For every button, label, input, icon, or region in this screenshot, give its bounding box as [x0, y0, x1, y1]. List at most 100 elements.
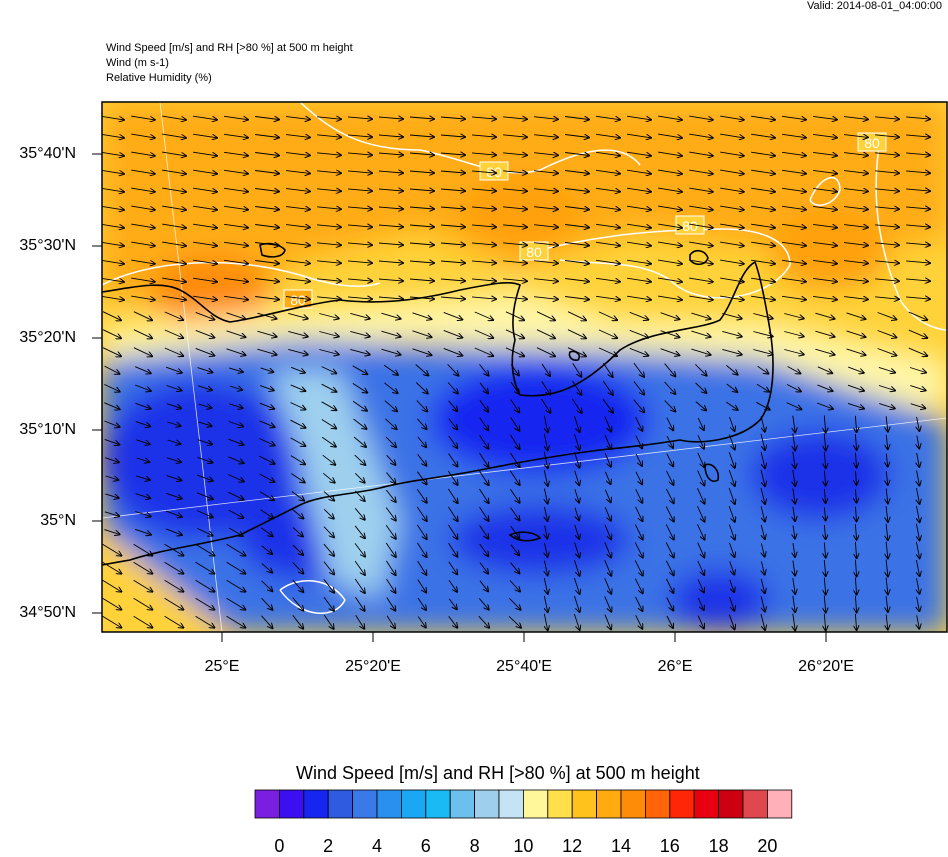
wind-arrow [728, 469, 735, 486]
valid-time: Valid: 2014-08-01_04:00:00 [807, 0, 942, 12]
wind-arrow [286, 135, 310, 138]
wind-arrow [604, 542, 611, 557]
wind-arrow [226, 615, 246, 627]
wind-arrow [162, 295, 186, 300]
wind-arrow [352, 365, 368, 374]
wind-arrow [847, 384, 864, 391]
lat-tick: 35°30'N [19, 237, 76, 254]
wind-arrow [573, 595, 579, 612]
wind-arrow [824, 524, 825, 539]
wind-arrow [813, 133, 837, 137]
wind-arrow [102, 561, 122, 573]
wind-arrow [510, 488, 519, 503]
lon-tick: 26°20'E [798, 658, 854, 675]
wind-arrow [195, 347, 215, 355]
wind-arrow [784, 331, 803, 337]
wind-arrow [906, 243, 930, 245]
wind-arrow [545, 506, 548, 521]
wind-arrow [813, 205, 837, 209]
wind-arrow [917, 416, 920, 431]
wind-arrow [224, 241, 248, 245]
wind-arrow [782, 205, 806, 209]
wind-arrow [782, 241, 806, 245]
wind-arrow [474, 311, 493, 320]
wind-arrow [255, 225, 279, 228]
wind-arrow [782, 187, 806, 191]
wind-arrow [228, 509, 244, 518]
wind-arrow [509, 597, 520, 609]
wind-arrow [598, 329, 617, 338]
wind-arrow [886, 614, 888, 630]
wind-arrow [102, 597, 122, 609]
wind-arrow [598, 311, 617, 320]
wind-arrow [102, 311, 121, 321]
colorbar-swatch [767, 789, 793, 819]
wind-arrow [102, 329, 121, 339]
colorbar-swatch [303, 789, 329, 819]
wind-arrow [261, 563, 272, 572]
wind-arrow [255, 153, 279, 156]
wind-arrow [697, 597, 703, 610]
wind-arrow [193, 223, 217, 228]
wind-arrow [534, 189, 558, 192]
wind-arrow [255, 171, 279, 174]
wind-arrow [635, 453, 642, 466]
wind-arrow [761, 524, 765, 539]
wind-arrow [572, 380, 582, 395]
wind-arrow [689, 151, 713, 156]
colorbar-swatch [547, 789, 573, 819]
wind-arrow [855, 595, 856, 613]
wind-arrow [224, 169, 248, 173]
wind-arrow [855, 415, 856, 432]
wind-arrow [875, 171, 899, 173]
wind-arrow [409, 279, 434, 281]
wind-arrow [195, 543, 215, 555]
wind-arrow [844, 117, 868, 120]
wind-arrow [565, 297, 589, 300]
wind-arrow [844, 171, 868, 174]
wind-arrow [136, 475, 150, 480]
wind-arrow [383, 364, 398, 375]
wind-arrow [844, 189, 868, 192]
wind-arrow [378, 189, 403, 191]
wind-arrow [574, 560, 580, 576]
wind-arrow [782, 115, 806, 119]
wind-arrow [534, 171, 558, 174]
wind-arrow [886, 488, 888, 504]
wind-arrow [720, 187, 744, 192]
wind-arrow [689, 133, 713, 138]
wind-arrow [255, 279, 279, 282]
wind-arrow [729, 579, 734, 592]
wind-arrow [604, 507, 611, 521]
wind-arrow [596, 169, 620, 173]
wind-arrow [193, 259, 217, 264]
wind-arrow [534, 117, 558, 120]
wind-arrow [378, 153, 403, 155]
colorbar-title: Wind Speed [m/s] and RH [>80 %] at 500 m… [296, 763, 700, 783]
wind-arrow [855, 541, 856, 558]
wind-arrow [503, 297, 527, 299]
wind-arrow [846, 312, 866, 319]
wind-arrow [604, 578, 612, 594]
wind-arrow [565, 261, 589, 264]
wind-arrow [906, 117, 930, 119]
wind-arrow [288, 348, 307, 354]
wind-arrow [844, 135, 868, 138]
wind-arrow [664, 400, 676, 412]
wind-arrow [691, 330, 710, 337]
wind-arrow [627, 205, 651, 210]
colorbar-label: 8 [469, 836, 480, 856]
wind-arrow [846, 348, 866, 355]
wind-arrow [695, 401, 706, 411]
coastline [102, 242, 774, 566]
wind-arrow [417, 579, 426, 593]
wind-arrow [479, 580, 488, 592]
wind-arrow [753, 313, 772, 319]
wind-arrow [793, 451, 795, 469]
wind-arrow [598, 347, 617, 356]
wind-arrow [627, 259, 651, 264]
colorbar-swatch [449, 789, 476, 819]
wind-arrow [347, 135, 372, 137]
wind-arrow [793, 433, 795, 451]
wind-arrow [162, 115, 186, 120]
